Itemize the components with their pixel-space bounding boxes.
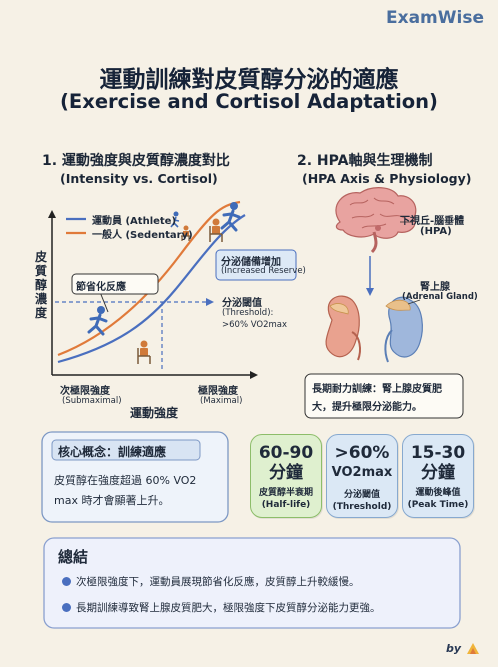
threshold-arrow <box>206 298 214 306</box>
section1-subheading: (Intensity vs. Cortisol) <box>60 171 218 186</box>
x-right-label-zh: 極限強度 <box>198 386 238 397</box>
brand-logo: ExamWise <box>386 8 484 28</box>
sitter-icon-mid <box>137 340 151 364</box>
legend-sedentary-label: 一般人 (Sedentary) <box>92 230 193 241</box>
hpa-arrow-head <box>366 288 374 296</box>
hpa-note-box <box>304 373 464 419</box>
page-subtitle: (Exercise and Cortisol Adaptation) <box>60 90 438 113</box>
x-axis-label: 運動強度 <box>130 406 179 420</box>
reserve-label-box <box>215 249 297 281</box>
footer-by: by <box>446 642 462 655</box>
hpa-label-en: (HPA) <box>420 226 452 237</box>
section2-subheading: (HPA Axis & Physiology) <box>302 171 472 186</box>
footer-logo-icon <box>467 643 479 654</box>
x-right-label-en: (Maximal) <box>200 396 243 406</box>
stat-half-life-label-en: (Half-life) <box>261 500 311 510</box>
kidney-left-icon <box>325 295 361 361</box>
athlete-legend-icon <box>170 211 180 228</box>
legend-athlete-label: 運動員 (Athlete) <box>92 216 177 227</box>
summary-bullet-1 <box>62 577 71 586</box>
runner-icon-mid <box>87 306 108 336</box>
sedentary-curve <box>57 200 241 357</box>
concept-line2: max 時才會顯著上升。 <box>54 494 170 507</box>
economy-label-box <box>71 273 159 295</box>
threshold-label-en1: (Threshold): <box>222 308 274 318</box>
stat-peak-time-label-zh: 運動後峰值 <box>415 488 461 498</box>
brain-icon <box>335 187 417 254</box>
adrenal-pointer <box>407 299 421 305</box>
hpa-note-line1: 長期耐力訓練：腎上腺皮質肥 <box>312 384 442 395</box>
runner-icon-top <box>220 202 241 232</box>
stat-card-half-life: 60-90 分鐘 皮質醇半衰期 (Half-life) <box>250 434 322 518</box>
x-left-label-zh: 次極限強度 <box>60 386 110 397</box>
hpa-note-line2: 大，提升極限分泌能力。 <box>312 402 422 413</box>
section2-heading: 2. HPA軸與生理機制 <box>297 153 433 169</box>
adrenal-label-zh: 腎上腺 <box>420 282 450 293</box>
y-axis-arrow <box>48 210 56 218</box>
summary-bullet-2 <box>62 603 71 612</box>
concept-title: 核心概念：訓練適應 <box>58 445 167 459</box>
summary-item-1: 次極限強度下，運動員展現節省化反應，皮質醇上升較緩慢。 <box>76 576 360 588</box>
concept-line1: 皮質醇在強度超過 60% VO2 <box>54 474 197 487</box>
stat-peak-time-unit: 分鐘 <box>421 463 455 483</box>
summary-item-2: 長期訓練導致腎上腺皮質肥大，極限強度下皮質醇分泌能力更強。 <box>76 602 381 614</box>
athlete-curve <box>57 214 246 364</box>
stat-half-life-label-zh: 皮質醇半衰期 <box>258 488 313 498</box>
stat-threshold-label-zh: 分泌閾值 <box>343 490 380 500</box>
kidney-right-icon <box>384 296 423 363</box>
stat-card-peak-time: 15-30 分鐘 運動後峰值 (Peak Time) <box>402 434 474 518</box>
reserve-label-zh: 分泌儲備增加 <box>221 257 281 268</box>
concept-title-box <box>51 439 201 461</box>
stat-half-life-value: 60-90 <box>258 443 314 463</box>
stat-peak-time-value: 15-30 <box>410 443 466 463</box>
sitter-icon-top <box>209 218 223 242</box>
threshold-label-en2: >60% VO2max <box>222 320 287 330</box>
x-left-label-en: (Submaximal) <box>62 396 122 406</box>
adrenal-label-en: (Adrenal Gland) <box>402 292 478 302</box>
stat-threshold-unit: VO2max <box>331 465 393 480</box>
threshold-label-zh: 分泌閾值 <box>222 298 262 309</box>
page-title: 運動訓練對皮質醇分泌的適應 <box>99 67 399 93</box>
hpa-label-zh: 下視丘-腦垂體 <box>400 216 465 227</box>
stat-threshold-label-en: (Threshold) <box>332 502 392 512</box>
economy-label: 節省化反應 <box>76 282 126 293</box>
section1-heading: 1. 運動強度與皮質醇濃度對比 <box>42 153 230 169</box>
summary-box <box>43 537 461 629</box>
economy-pointer <box>99 291 109 313</box>
stat-card-threshold: >60% VO2max 分泌閾值 (Threshold) <box>326 434 398 518</box>
sedentary-legend-icon <box>181 225 190 241</box>
y-axis-label: 皮質醇濃度 <box>34 250 47 320</box>
summary-title: 總結 <box>58 548 89 566</box>
stat-half-life-unit: 分鐘 <box>269 463 303 483</box>
stat-peak-time-label-en: (Peak Time) <box>407 500 469 510</box>
x-axis-arrow <box>250 371 258 379</box>
stat-threshold-value: >60% <box>334 443 390 463</box>
reserve-label-en: (Increased Reserve) <box>221 266 306 276</box>
